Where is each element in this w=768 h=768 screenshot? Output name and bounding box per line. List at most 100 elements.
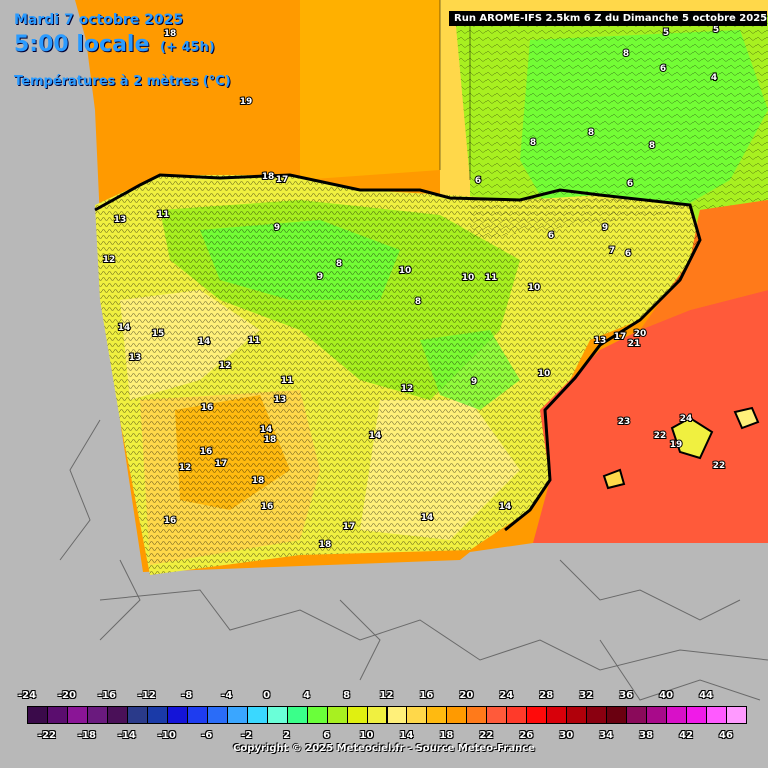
isotherm-label: 21 [628, 339, 641, 349]
legend-swatch [386, 706, 408, 724]
run-label: Run AROME-IFS 2.5km 6 Z du Dimanche 5 oc… [449, 11, 767, 26]
legend-bottom-label: -14 [117, 730, 136, 741]
isotherm-label: 12 [401, 384, 414, 394]
legend-top-label: 4 [303, 690, 311, 701]
legend-top-label: 36 [619, 690, 634, 701]
legend-swatch [726, 706, 747, 724]
legend-top-label: -16 [97, 690, 116, 701]
isotherm-label: 5 [663, 28, 669, 38]
legend-swatch [186, 706, 208, 724]
legend-top-label: -8 [181, 690, 193, 701]
legend-swatch [446, 706, 468, 724]
legend-swatch [706, 706, 728, 724]
isotherm-label: 8 [588, 128, 594, 138]
isotherm-label: 6 [627, 179, 633, 189]
legend-bottom-label: 26 [519, 730, 534, 741]
isotherm-label: 17 [276, 175, 289, 185]
country-borders [59, 419, 768, 701]
isotherm-label: 17 [215, 459, 228, 469]
legend-top-label: -20 [57, 690, 76, 701]
legend-top-label: 44 [699, 690, 714, 701]
isotherm-label: 14 [198, 337, 211, 347]
isotherm-label: 9 [602, 223, 608, 233]
legend-top-label: 8 [343, 690, 351, 701]
legend-bottom-label: 10 [359, 730, 374, 741]
isotherm-label: 13 [129, 353, 142, 363]
legend-swatch [126, 706, 148, 724]
isotherm-label: 14 [421, 513, 434, 523]
legend-bottom-label: -22 [37, 730, 57, 741]
copyright: Copyright © 2025 Meteociel.fr - Source M… [233, 743, 535, 754]
isotherm-label: 6 [660, 64, 666, 74]
isotherm-label: 8 [649, 141, 655, 151]
legend-swatch [306, 706, 328, 724]
isotherm-label: 22 [713, 461, 726, 471]
legend-swatch [626, 706, 648, 724]
legend-swatch [226, 706, 248, 724]
legend-swatch [646, 706, 668, 724]
isotherm-label: 13 [594, 336, 607, 346]
forecast-time: 5:00 locale [14, 32, 150, 57]
legend-swatch [566, 706, 588, 724]
legend-bottom-label: 18 [439, 730, 454, 741]
legend-swatch [66, 706, 88, 724]
isotherm-label: 16 [200, 447, 213, 457]
legend-top-label: 20 [459, 690, 474, 701]
legend-swatch [27, 706, 48, 724]
legend-bottom-label: 6 [323, 730, 331, 741]
legend-top-label: 24 [499, 690, 514, 701]
legend-swatch [506, 706, 528, 724]
legend-swatch [326, 706, 348, 724]
isotherm-label: 17 [343, 522, 356, 532]
legend-swatch [686, 706, 708, 724]
legend-bottom-label: 34 [599, 730, 614, 741]
legend-swatch [546, 706, 568, 724]
legend-swatch [246, 706, 268, 724]
isotherm-label: 13 [274, 395, 287, 405]
color-legend: -24 -20 -16 -12 -8 -4 0 4 8 12 16 20 24 28 32 36 40 44 -22… [0, 686, 768, 768]
legend-swatch [526, 706, 548, 724]
legend-swatch [346, 706, 368, 724]
isotherm-label: 18 [252, 476, 265, 486]
legend-bottom-label: -18 [77, 730, 96, 741]
isotherm-label: 18 [164, 29, 177, 39]
legend-swatch [366, 706, 388, 724]
isotherm-label: 18 [264, 435, 277, 445]
isotherm-label: 11 [248, 336, 261, 346]
isotherm-label: 19 [240, 97, 253, 107]
model-domain [75, 0, 768, 768]
isotherm-label: 7 [609, 246, 615, 256]
legend-swatch [146, 706, 168, 724]
isotherm-label: 13 [114, 215, 127, 225]
isotherm-label: 19 [670, 440, 683, 450]
isotherm-label: 6 [548, 231, 554, 241]
isotherm-label: 6 [475, 176, 481, 186]
isotherm-label: 10 [462, 273, 475, 283]
isotherm-label: 6 [625, 249, 631, 259]
isotherm-label: 10 [399, 266, 412, 276]
legend-swatch [46, 706, 68, 724]
legend-bottom-label: 30 [559, 730, 574, 741]
isotherm-label: 9 [274, 223, 280, 233]
legend-swatch [106, 706, 128, 724]
legend-top-label: 28 [539, 690, 554, 701]
legend-swatch [406, 706, 428, 724]
isotherm-label: 8 [336, 259, 342, 269]
isotherm-label: 9 [471, 377, 477, 387]
legend-swatch [466, 706, 488, 724]
legend-bottom-label: 14 [399, 730, 414, 741]
isotherm-label: 18 [262, 172, 275, 182]
legend-top-label: -24 [17, 690, 37, 701]
isotherm-label: 14 [118, 323, 131, 333]
legend-bottom-label: 38 [639, 730, 654, 741]
legend-swatch [206, 706, 228, 724]
legend-top-label: 40 [659, 690, 674, 701]
legend-top-label: 12 [379, 690, 394, 701]
legend-bottom-label: 22 [479, 730, 494, 741]
legend-top-label: 16 [419, 690, 434, 701]
forecast-date: Mardi 7 octobre 2025 [14, 12, 184, 28]
isotherm-label: 22 [654, 431, 667, 441]
isotherm-label: 17 [614, 332, 627, 342]
